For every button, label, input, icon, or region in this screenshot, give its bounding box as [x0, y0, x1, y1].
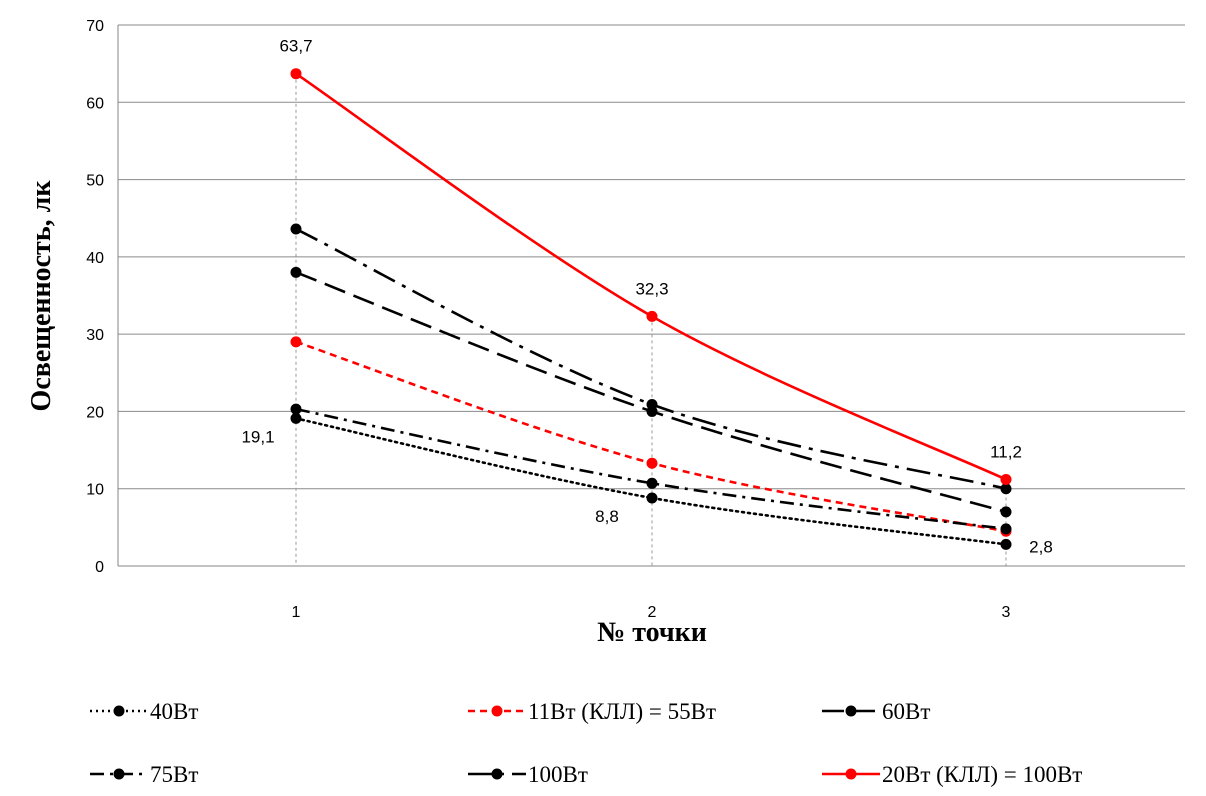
legend-label: 100Вт [528, 762, 588, 787]
y-tick-label: 30 [86, 327, 104, 344]
legend: 40Вт 11Вт (КЛЛ) = 55Вт 60Вт 75Вт 100Вт 20Вт (… [90, 699, 1082, 787]
data-point [1000, 538, 1012, 550]
data-point [646, 477, 658, 489]
data-point [646, 398, 658, 410]
y-tick-label: 60 [86, 95, 104, 112]
y-tick-label: 20 [86, 404, 104, 421]
x-tick-label: 1 [292, 604, 301, 621]
legend-marker [113, 705, 125, 717]
series-line [295, 72, 1007, 481]
legend-marker [491, 705, 503, 717]
legend-label: 60Вт [882, 699, 930, 724]
data-label: 8,8 [595, 507, 619, 526]
legend-marker [113, 768, 125, 780]
y-tick-label: 50 [86, 173, 104, 190]
legend-label: 75Вт [150, 762, 198, 787]
data-label: 32,3 [635, 279, 668, 298]
legend-marker [845, 768, 857, 780]
data-label: 2,8 [1029, 537, 1053, 556]
data-point [290, 403, 302, 415]
y-tick-label: 10 [86, 482, 104, 499]
data-label: 63,7 [279, 37, 312, 56]
data-point [646, 492, 658, 504]
data-point [646, 457, 658, 469]
series-line [294, 417, 1008, 546]
series-line [295, 271, 1007, 514]
legend-label: 20Вт (КЛЛ) = 100Вт [882, 762, 1082, 787]
axes [117, 25, 1185, 567]
legend-item: 20Вт (КЛЛ) = 100Вт [822, 762, 1082, 787]
data-label: 19,1 [241, 427, 274, 446]
series-line [295, 407, 1007, 531]
data-point [290, 336, 302, 348]
legend-item: 100Вт [468, 762, 588, 787]
legend-item: 75Вт [90, 762, 198, 787]
y-tick-label: 40 [86, 250, 104, 267]
legend-label: 11Вт (КЛЛ) = 55Вт [528, 699, 716, 724]
legend-label: 40Вт [150, 699, 198, 724]
y-tick-labels: 0 10 20 30 40 50 60 70 [86, 18, 104, 576]
y-tick-label: 70 [86, 18, 104, 35]
data-point [1000, 523, 1012, 535]
y-axis-title: Освещенность, лк [26, 180, 57, 412]
data-label: 11,2 [990, 442, 1022, 461]
data-point [290, 223, 302, 235]
series-line [295, 227, 1007, 490]
data-point [646, 310, 658, 322]
data-point [290, 68, 302, 80]
data-point [1000, 483, 1012, 495]
data-labels: 19,1 8,8 2,8 63,7 32,3 11,2 [241, 37, 1052, 557]
legend-marker [845, 705, 857, 717]
data-point [290, 412, 302, 424]
legend-marker [491, 768, 503, 780]
x-axis-title: № точки [597, 617, 707, 648]
x-tick-label: 2 [648, 604, 657, 621]
x-tick-labels: 1 2 3 [292, 604, 1011, 621]
series-group [290, 68, 1012, 550]
legend-item: 40Вт [90, 699, 198, 724]
y-tick-label: 0 [95, 559, 104, 576]
data-point [290, 266, 302, 278]
x-tick-label: 3 [1002, 604, 1011, 621]
legend-item: 60Вт [822, 699, 930, 724]
data-point [1000, 473, 1012, 485]
data-point [1000, 506, 1012, 518]
legend-item: 11Вт (КЛЛ) = 55Вт [468, 699, 716, 724]
